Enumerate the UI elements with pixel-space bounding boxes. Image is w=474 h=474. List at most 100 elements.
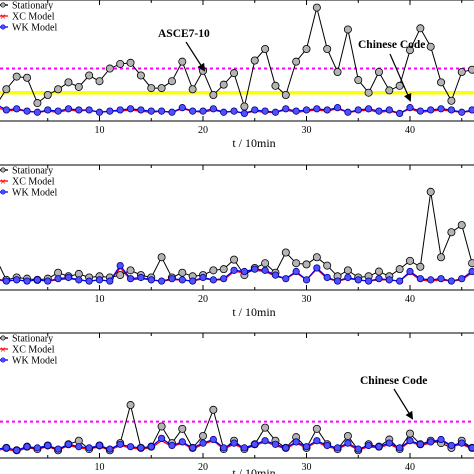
data-point-wk-model (240, 267, 248, 276)
annotation-arrow-asce7-10 (185, 41, 206, 72)
data-point-wk-model (333, 277, 342, 285)
data-point-stationary (209, 266, 218, 275)
data-point-stationary (209, 91, 218, 100)
data-point-stationary (292, 57, 301, 66)
series-line-stationary (0, 191, 474, 281)
legend-label-wk-model: WK Model (12, 188, 57, 199)
data-point-wk-model (116, 440, 124, 448)
data-point-wk-model (437, 435, 445, 444)
data-point-wk-model (75, 106, 83, 114)
data-point-wk-model (209, 105, 217, 113)
data-point-stationary (178, 57, 187, 66)
data-point-stationary (64, 78, 73, 87)
data-point-wk-model (168, 275, 176, 283)
data-point-wk-model (178, 104, 186, 112)
data-point-wk-model (292, 267, 300, 276)
data-point-wk-model (251, 106, 259, 114)
data-point-wk-model (427, 276, 435, 284)
legend-marker-wk-model (0, 189, 6, 195)
data-point-stationary (374, 68, 383, 77)
data-point-stationary (105, 64, 114, 73)
data-point-wk-model (126, 275, 135, 283)
data-point-wk-model (323, 441, 331, 450)
data-point-stationary (343, 431, 352, 440)
data-point-wk-model (126, 443, 135, 451)
data-point-wk-model (220, 108, 228, 116)
data-point-stationary (416, 24, 425, 33)
data-point-stationary (292, 259, 301, 268)
data-point-wk-model (137, 273, 145, 282)
data-point-wk-model (95, 108, 104, 116)
data-point-wk-model (64, 440, 73, 448)
data-point-stationary (157, 84, 166, 93)
data-point-wk-model (344, 439, 352, 447)
data-point-wk-model (240, 109, 248, 118)
data-point-wk-model (385, 276, 393, 284)
data-point-wk-model (54, 275, 62, 283)
data-point-wk-model (168, 108, 176, 116)
legend-marker-xc-model: × (0, 12, 6, 21)
legend-marker-wk-model (0, 357, 6, 363)
legend-marker-xc-model: × (0, 177, 6, 186)
data-point-wk-model (2, 277, 10, 285)
legend-label-xc-model: XC Model (12, 177, 55, 188)
x-tick-label: 20 (198, 462, 208, 473)
data-point-stationary (405, 429, 414, 438)
data-point-wk-model (13, 105, 21, 113)
data-point-wk-model (354, 106, 362, 114)
data-point-wk-model (396, 444, 404, 452)
data-point-stationary (126, 401, 135, 410)
data-point-wk-model (137, 106, 145, 114)
data-point-wk-model (230, 107, 238, 115)
data-point-stationary (468, 65, 474, 74)
data-point-wk-model (209, 276, 217, 284)
data-point-stationary (126, 266, 135, 275)
data-point-wk-model (95, 276, 104, 284)
data-point-stationary (54, 85, 63, 94)
data-point-wk-model (344, 273, 352, 282)
data-point-stationary (250, 56, 259, 65)
annotation-chinese-code: Chinese Code (358, 39, 425, 51)
data-point-wk-model (126, 105, 135, 113)
data-point-wk-model (44, 441, 52, 450)
data-point-stationary (281, 91, 290, 100)
data-point-wk-model (354, 276, 362, 284)
data-point-wk-model (54, 445, 62, 453)
data-point-wk-model (271, 271, 280, 279)
data-point-stationary (198, 431, 207, 440)
series-wk-model (0, 261, 474, 285)
data-point-wk-model (137, 444, 145, 452)
legend-marker-xc-model: × (0, 345, 6, 354)
data-point-wk-model (458, 439, 466, 447)
legend-label-stationary: Stationary (12, 166, 53, 177)
data-point-stationary (157, 253, 166, 262)
data-point-wk-model (406, 437, 414, 445)
x-tick-label: 10 (95, 125, 105, 136)
data-point-stationary (74, 82, 83, 91)
data-point-wk-model (333, 444, 342, 452)
data-point-wk-model (323, 273, 331, 282)
data-point-stationary (323, 45, 332, 54)
data-point-wk-model (23, 277, 31, 285)
annotation-arrow-chinese-code (389, 53, 412, 102)
data-point-stationary (312, 3, 321, 12)
data-point-wk-model (416, 107, 424, 115)
data-point-stationary (333, 68, 342, 77)
x-axis-title: t / 10min (232, 305, 275, 319)
data-point-wk-model (75, 276, 83, 284)
data-point-wk-model (33, 444, 42, 452)
annotation-arrow-chinese-code (393, 388, 414, 420)
x-tick-label: 40 (405, 462, 415, 473)
data-point-wk-model (427, 438, 435, 446)
data-point-stationary (374, 267, 383, 276)
data-point-stationary (136, 71, 145, 80)
data-point-wk-model (292, 107, 300, 115)
data-point-wk-model (302, 276, 311, 284)
data-point-stationary (343, 266, 352, 275)
x-tick-label: 30 (302, 125, 312, 136)
data-point-stationary (385, 86, 394, 95)
